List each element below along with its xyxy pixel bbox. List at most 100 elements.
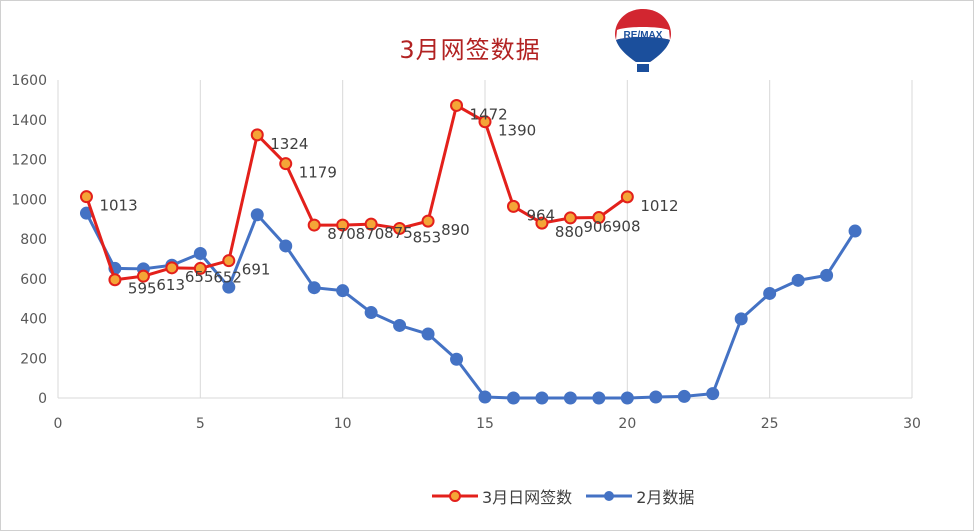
data-point xyxy=(307,281,321,295)
data-label: 1179 xyxy=(299,164,337,182)
data-point xyxy=(506,199,520,213)
data-label: 1013 xyxy=(99,197,137,215)
data-point xyxy=(649,390,663,404)
data-label: 908 xyxy=(612,218,641,236)
data-point xyxy=(336,284,350,298)
data-point xyxy=(563,391,577,405)
data-point xyxy=(393,318,407,332)
legend-label-february: 2月数据 xyxy=(636,488,695,507)
legend-item-february: 2月数据 xyxy=(586,484,694,508)
legend-label-march: 3月日网签数 xyxy=(482,488,573,507)
series-line xyxy=(85,103,629,282)
series-february xyxy=(79,206,862,405)
data-point xyxy=(364,217,378,231)
data-point xyxy=(535,216,549,230)
data-point xyxy=(592,391,606,405)
x-tick-label: 0 xyxy=(54,416,63,432)
data-label: 875 xyxy=(384,224,413,242)
data-point xyxy=(734,312,748,326)
data-point xyxy=(506,391,520,405)
data-point xyxy=(336,218,350,232)
data-label: 655 xyxy=(185,268,214,286)
remax-balloon-logo: RE/MAX xyxy=(615,9,671,72)
x-tick-labels: 0 5 10 15 20 25 30 xyxy=(54,416,921,432)
legend-swatch-march xyxy=(432,490,478,502)
x-tick-label: 15 xyxy=(476,416,494,432)
x-tick-label: 20 xyxy=(618,416,636,432)
data-point xyxy=(393,221,407,235)
x-tick-label: 5 xyxy=(196,416,205,432)
data-label: 1390 xyxy=(498,122,536,140)
data-point xyxy=(307,218,321,232)
data-label: 853 xyxy=(413,228,442,246)
data-point xyxy=(364,306,378,320)
data-label: 964 xyxy=(526,206,555,224)
data-point xyxy=(193,261,207,275)
y-tick-label: 1000 xyxy=(11,192,47,208)
chart-title: 3月网签数据 xyxy=(399,36,541,64)
y-tick-label: 1400 xyxy=(11,113,47,129)
data-point xyxy=(592,211,606,225)
data-point xyxy=(478,390,492,404)
data-point xyxy=(250,128,264,142)
x-tick-label: 10 xyxy=(334,416,352,432)
logo-text: RE/MAX xyxy=(624,30,663,41)
y-tick-label: 400 xyxy=(20,312,47,328)
data-label: 906 xyxy=(583,218,612,236)
y-tick-label: 200 xyxy=(20,351,47,367)
data-label: 880 xyxy=(555,223,584,241)
data-label: 652 xyxy=(213,268,242,286)
legend: 3月日网签数 2月数据 xyxy=(432,484,708,508)
legend-swatch-february xyxy=(586,491,633,501)
x-tick-label: 25 xyxy=(761,416,779,432)
y-tick-label: 1600 xyxy=(11,73,47,89)
legend-item-march: 3月日网签数 xyxy=(432,484,572,508)
data-point xyxy=(193,247,207,261)
y-tick-label: 600 xyxy=(20,272,47,288)
y-tick-label: 0 xyxy=(38,391,47,407)
series-march xyxy=(79,98,634,287)
data-point xyxy=(165,261,179,275)
grid-lines xyxy=(199,80,913,398)
data-label: 870 xyxy=(356,225,385,243)
data-point xyxy=(677,389,691,403)
data-point xyxy=(848,224,862,238)
data-point xyxy=(79,190,93,204)
y-tick-label: 1200 xyxy=(11,153,47,169)
data-label: 1472 xyxy=(470,105,508,123)
data-label: 1324 xyxy=(270,135,308,153)
data-label: 1012 xyxy=(640,197,678,215)
data-label: 595 xyxy=(128,280,157,298)
data-label: 613 xyxy=(156,276,185,294)
data-point xyxy=(450,98,464,112)
data-point xyxy=(450,352,464,366)
data-point xyxy=(763,286,777,300)
data-point xyxy=(791,273,805,287)
data-label: 691 xyxy=(242,261,271,279)
data-point xyxy=(620,391,634,405)
data-point xyxy=(563,211,577,225)
y-tick-label: 800 xyxy=(20,232,47,248)
data-point xyxy=(222,280,236,294)
data-point xyxy=(222,254,236,268)
series-line xyxy=(85,212,857,400)
data-point xyxy=(535,391,549,405)
data-point xyxy=(136,269,150,283)
data-label: 890 xyxy=(441,221,470,239)
data-point xyxy=(250,208,264,222)
series-layer xyxy=(79,98,862,405)
data-point xyxy=(620,190,634,204)
data-point xyxy=(820,268,834,282)
data-point xyxy=(279,239,293,253)
data-point xyxy=(478,115,492,129)
data-point xyxy=(421,327,435,341)
data-point xyxy=(279,157,293,171)
data-point xyxy=(421,214,435,228)
data-point xyxy=(108,273,122,287)
data-label: 870 xyxy=(327,225,356,243)
y-tick-labels: 0 200 400 600 800 1000 1200 1400 1600 xyxy=(11,73,47,407)
x-tick-label: 30 xyxy=(903,416,921,432)
data-point xyxy=(706,387,720,401)
